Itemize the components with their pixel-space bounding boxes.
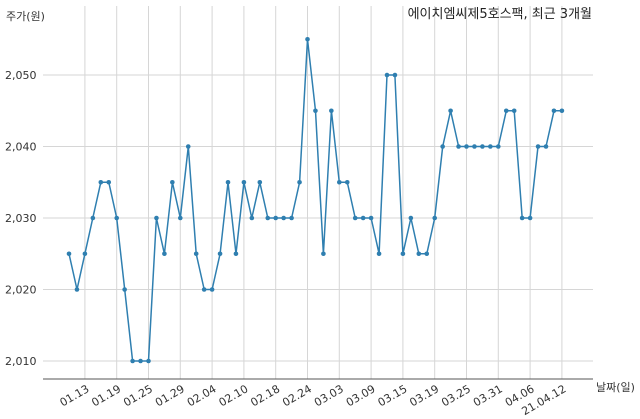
data-point	[527, 215, 533, 221]
data-point	[440, 144, 445, 149]
y-tick-label: 2,010	[5, 355, 37, 368]
data-point	[281, 215, 286, 221]
data-point	[74, 287, 80, 292]
grid-lines	[43, 6, 593, 379]
x-tick-label: 02.04	[185, 382, 219, 409]
data-point	[352, 215, 358, 221]
data-point	[249, 215, 255, 221]
data-point	[297, 179, 302, 185]
data-point	[376, 251, 382, 257]
data-point	[122, 287, 127, 292]
chart-title: 에이치엠씨제5호스팩, 최근 3개월	[408, 7, 592, 22]
data-point	[337, 179, 342, 185]
x-tick-label: 03.19	[407, 382, 441, 409]
data-point	[488, 144, 493, 149]
data-point	[503, 108, 509, 114]
data-point	[138, 358, 143, 364]
price-series	[66, 36, 565, 364]
data-point	[241, 179, 247, 185]
data-point	[392, 72, 398, 78]
data-point	[209, 287, 215, 292]
data-point	[201, 287, 207, 292]
data-point	[178, 215, 183, 221]
data-point	[368, 215, 374, 221]
data-point	[480, 144, 485, 149]
y-tick-label: 2,020	[5, 284, 37, 297]
x-tick-label: 03.25	[439, 382, 473, 409]
data-point	[90, 215, 96, 221]
data-point	[344, 179, 350, 185]
data-point	[384, 72, 390, 78]
x-tick-label: 03.31	[471, 382, 505, 409]
data-point	[114, 215, 119, 221]
data-point	[162, 251, 167, 257]
data-point	[289, 215, 294, 221]
x-axis-title: 날짜(일)	[596, 380, 635, 394]
data-point	[519, 215, 525, 221]
data-point	[265, 215, 271, 221]
x-tick-label: 03.09	[344, 382, 378, 409]
data-point	[217, 251, 223, 257]
data-point	[424, 251, 430, 257]
data-point	[360, 215, 366, 221]
data-point	[329, 108, 334, 114]
x-tick-label: 01.13	[58, 382, 92, 409]
data-point	[106, 179, 112, 185]
data-point	[551, 108, 557, 114]
x-tick-label: 01.25	[121, 382, 155, 409]
data-point	[448, 108, 453, 114]
data-point	[66, 251, 72, 257]
data-point	[273, 215, 279, 221]
data-point	[225, 179, 231, 185]
x-tick-label: 01.29	[153, 382, 187, 409]
data-point	[305, 36, 310, 42]
x-tick-label: 03.15	[376, 382, 410, 409]
data-point	[511, 108, 517, 114]
data-point	[257, 179, 263, 185]
data-point	[193, 251, 199, 257]
x-tick-label: 02.24	[280, 382, 314, 409]
data-point	[543, 144, 549, 149]
data-point	[233, 251, 239, 257]
price-line	[68, 38, 562, 362]
data-point	[456, 144, 461, 149]
data-point	[130, 358, 135, 364]
x-tick-label: 02.18	[248, 382, 282, 409]
data-point	[185, 144, 191, 149]
x-tick-label: 02.10	[217, 382, 251, 409]
data-point	[98, 179, 104, 185]
data-point	[82, 251, 88, 257]
data-point	[400, 251, 406, 257]
y-tick-labels: 2,010 2,020 2,030 2,040 2,050	[5, 69, 37, 368]
data-point	[464, 144, 469, 149]
data-point	[559, 108, 565, 114]
y-tick-label: 2,040	[5, 141, 37, 154]
data-point	[535, 144, 541, 149]
x-tick-label: 03.03	[312, 382, 346, 409]
data-point	[146, 358, 151, 364]
data-point	[432, 215, 438, 221]
data-point	[170, 179, 175, 185]
x-tick-label: 01.19	[89, 382, 123, 409]
data-point	[472, 144, 477, 149]
data-point	[416, 251, 422, 257]
data-point	[321, 251, 326, 257]
y-tick-label: 2,050	[5, 69, 37, 82]
data-point	[154, 215, 159, 221]
x-tick-labels: 01.1301.1901.2501.2902.0402.1002.1802.24…	[58, 382, 569, 418]
y-tick-label: 2,030	[5, 212, 37, 225]
data-point	[408, 215, 414, 221]
y-axis-title: 주가(원)	[6, 10, 45, 23]
data-point	[313, 108, 318, 114]
data-point	[496, 144, 501, 149]
